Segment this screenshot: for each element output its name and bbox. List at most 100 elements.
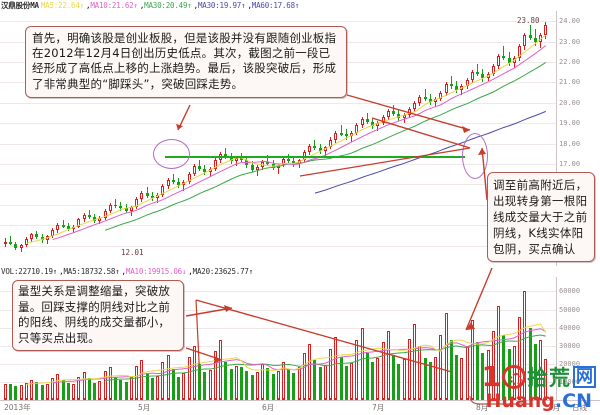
candle-wick <box>172 174 174 185</box>
volume-bar <box>40 384 44 400</box>
candle-body <box>156 194 160 198</box>
candle-body <box>418 96 422 103</box>
price-axis-tick: 18.00 <box>559 139 581 148</box>
volume-bar <box>234 365 238 400</box>
date-label-4: 8月 <box>476 403 489 412</box>
volume-bar <box>297 366 301 400</box>
volume-bar <box>323 364 327 400</box>
candle-body <box>171 180 175 183</box>
volume-bar <box>161 362 165 400</box>
volume-bar <box>119 380 123 400</box>
volume-bar <box>533 343 537 400</box>
candle-body <box>308 145 312 152</box>
volume-bar <box>376 358 380 400</box>
candle-body <box>4 241 7 244</box>
candle-body <box>14 243 18 248</box>
candle-body <box>386 110 390 118</box>
volume-bar <box>192 345 196 400</box>
candle-wick <box>477 64 479 77</box>
date-label-2: 6月 <box>262 403 275 412</box>
volume-indicator-header: VOL:22710.19↑ ,MA5:18732.58↑ ,MA10:19915.0… <box>1 267 254 276</box>
candle-body <box>512 57 516 63</box>
volume-bar <box>502 334 506 400</box>
volume-bar <box>481 352 485 400</box>
volume-bar <box>108 367 112 400</box>
candle-body <box>502 55 506 58</box>
volume-bar <box>381 342 385 400</box>
candle-body <box>240 157 244 160</box>
candle-body <box>455 86 459 90</box>
candle-body <box>491 66 495 75</box>
candle-body <box>518 45 522 58</box>
volume-bar <box>397 363 401 400</box>
candle-body <box>434 98 438 102</box>
candle-body <box>203 169 207 173</box>
volume-bar <box>213 351 217 400</box>
price-axis-tick: 21.00 <box>559 78 581 87</box>
candle-body <box>166 180 170 187</box>
volume-bar <box>318 367 322 400</box>
price-gridline <box>0 245 556 247</box>
candle-body <box>177 182 181 186</box>
candle-body <box>182 182 186 186</box>
candle-body <box>187 174 191 183</box>
candle-body <box>145 192 149 196</box>
volume-bar <box>407 338 411 400</box>
volume-bar <box>166 354 170 400</box>
candle-wick <box>20 243 22 252</box>
volume-bar <box>282 362 285 400</box>
candle-body <box>439 92 443 99</box>
candle-body <box>30 234 34 240</box>
ma60-value-4: MA60:17.68↑ <box>251 1 300 10</box>
volume-bar <box>271 373 275 400</box>
volume-bar <box>434 356 438 400</box>
candle-body <box>119 205 123 208</box>
candle-body <box>470 72 474 81</box>
candle-body <box>135 198 139 207</box>
volume-bar <box>219 340 223 400</box>
candle-body <box>108 204 112 211</box>
volume-bar <box>507 349 511 400</box>
volume-bar <box>428 362 432 400</box>
volume-bar <box>250 374 254 400</box>
candle-body <box>371 122 375 127</box>
ma30-value-3: MA30:19.97↑ <box>197 1 246 10</box>
volume-bar <box>77 376 81 400</box>
price-gridline <box>0 102 556 104</box>
price-axis-tick: 20.00 <box>559 98 581 107</box>
price-gridline <box>0 204 556 206</box>
date-label-0: 2013年 <box>4 403 31 412</box>
volume-bar <box>302 352 306 400</box>
candle-body <box>287 158 291 161</box>
ma30-value-2: MA30:20.49↑ <box>144 1 192 10</box>
candle-wick <box>314 139 316 150</box>
volume-bar <box>423 358 427 400</box>
candle-body <box>51 230 55 237</box>
volume-axis-tick: 30000 <box>559 341 581 350</box>
volume-bar <box>124 382 128 400</box>
candle-body <box>318 147 322 151</box>
candle-body <box>329 139 333 147</box>
volume-bar <box>486 350 490 400</box>
candle-body <box>245 159 249 165</box>
candle-body <box>35 234 39 238</box>
candle-body <box>213 159 217 170</box>
candle-body <box>476 72 480 75</box>
price-gridline <box>0 21 556 23</box>
ticker-name: 汉鼎股份MA <box>1 1 39 10</box>
volume-bar <box>392 354 396 400</box>
volume-bar <box>355 340 359 400</box>
annotation-top-text: 首先，明确该股是创业板股，但是该股并没有跟随创业板指在2012年12月4日创出历… <box>32 31 337 91</box>
candle-body <box>282 158 285 165</box>
volume-bar <box>9 384 13 400</box>
volume-bar <box>51 378 55 400</box>
volume-bar <box>287 369 291 400</box>
price-axis-tick: 24.00 <box>559 17 581 26</box>
period-label: 日线 <box>572 403 587 412</box>
candle-body <box>444 84 448 93</box>
volume-gridline <box>0 291 556 293</box>
candle-body <box>192 166 196 175</box>
annotation-right-text: 调至前高附近后，出现转身第一根阳线成交量大于之前阴线，K线实体阳包阴，买点确认 <box>493 178 588 256</box>
candle-body <box>413 102 417 109</box>
volume-bar <box>523 291 527 400</box>
